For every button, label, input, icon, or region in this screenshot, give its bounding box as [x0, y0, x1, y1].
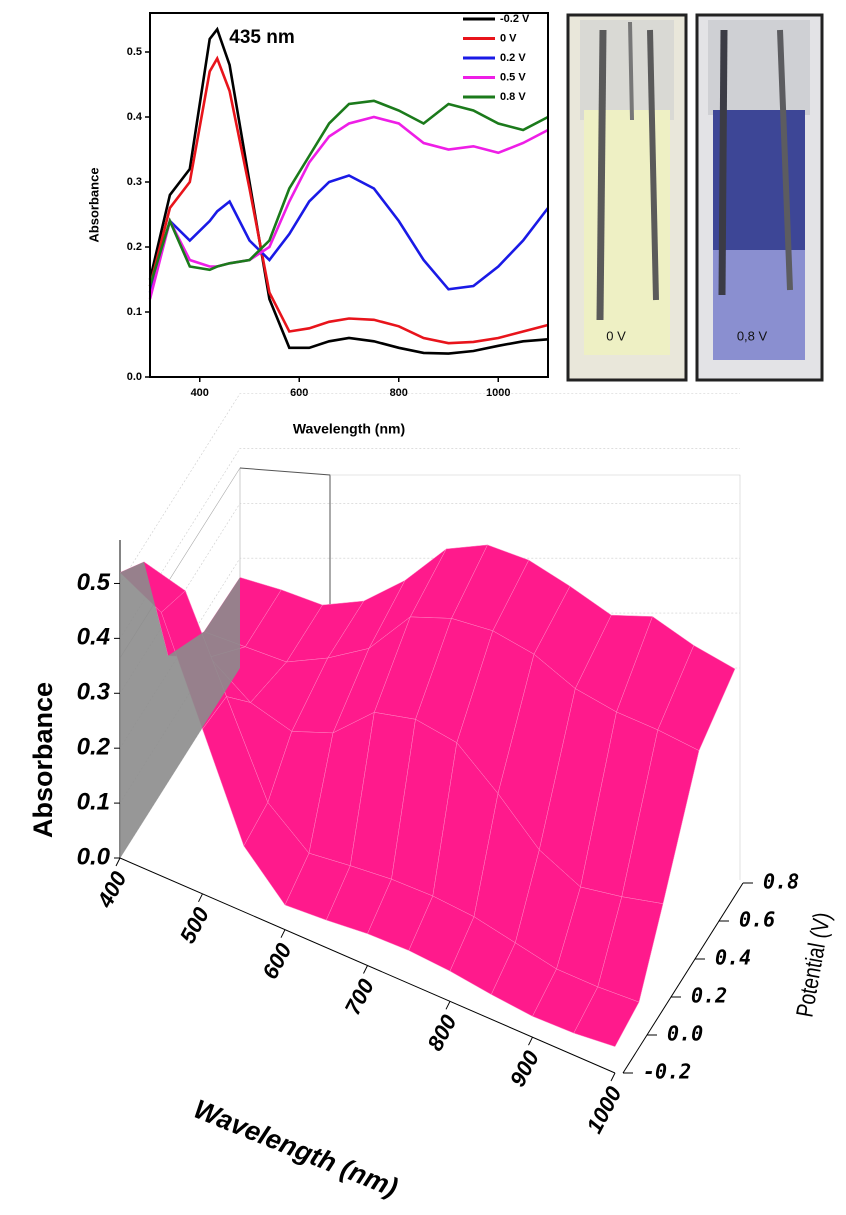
- legend-label: -0.2 V: [500, 13, 530, 25]
- photo-0v: 0 V: [568, 15, 686, 380]
- x-tick: [116, 858, 120, 866]
- x-tick: [199, 894, 203, 902]
- y-axis-title: Absorbance: [86, 167, 101, 242]
- y-axis-title: Potential (V): [790, 910, 836, 1019]
- series-line: [150, 117, 548, 299]
- x-tick: [281, 930, 285, 938]
- x-tick-label: 700: [340, 974, 380, 1019]
- x-tick-label: 800: [390, 387, 408, 399]
- x-tick: [529, 1037, 533, 1045]
- series-line: [150, 101, 548, 286]
- x-tick: [364, 966, 368, 974]
- z-tick-label: 0.1: [77, 788, 110, 815]
- photo-label: 0 V: [606, 328, 626, 343]
- y-tick-label: 0.2: [127, 241, 142, 253]
- z-axis-title: Absorbance: [28, 682, 58, 838]
- figure: 0 V 0,8 V 0.0 0.1 0.2 0.3 0.4 0.5 400 600 800 100…: [0, 0, 846, 1215]
- legend-label: 0 V: [500, 32, 517, 44]
- photo-label: 0,8 V: [737, 328, 768, 343]
- x-axis-title: Wavelength (nm): [189, 1094, 401, 1203]
- x-axis-title: Wavelength (nm): [293, 421, 405, 437]
- x-tick-label: 600: [290, 387, 308, 399]
- y-tick-label: 0.4: [715, 946, 751, 970]
- x-tick: [446, 1001, 450, 1009]
- z-tick-label: 0.2: [77, 734, 111, 761]
- annotation: 435 nm: [229, 27, 294, 48]
- y-tick-label: 0.6: [739, 908, 775, 932]
- x-tick-label: 500: [175, 902, 215, 947]
- legend-label: 0.5 V: [500, 71, 526, 83]
- x-tick-label: 1000: [581, 1082, 626, 1138]
- z-tick-label: 0.3: [77, 679, 111, 706]
- y-tick-label: 0.2: [691, 984, 727, 1008]
- y-tick-label: -0.2: [643, 1060, 691, 1084]
- y-tick-label: 0.5: [127, 46, 142, 58]
- z-tick-label: 0.4: [77, 624, 110, 651]
- grid-line: [120, 394, 740, 584]
- photo-08v: 0,8 V: [697, 15, 822, 380]
- y-tick-label: 0.0: [667, 1022, 703, 1046]
- legend-label: 0.8 V: [500, 91, 526, 103]
- series-line: [150, 176, 548, 293]
- y-tick-label: 0.0: [127, 371, 142, 383]
- x-tick: [611, 1073, 615, 1081]
- x-tick-label: 400: [92, 867, 132, 913]
- z-tick-label: 0.5: [77, 569, 111, 596]
- series-line: [150, 59, 548, 344]
- x-tick-label: 600: [257, 938, 297, 983]
- x-tick-label: 800: [422, 1010, 462, 1055]
- x-tick-label: 400: [191, 387, 209, 399]
- y-tick-label: 0.8: [763, 870, 799, 894]
- y-tick-label: 0.3: [127, 176, 142, 188]
- x-tick-label: 900: [505, 1046, 545, 1091]
- plot-frame: [150, 13, 548, 377]
- z-tick-label: 0.0: [77, 843, 111, 870]
- x-tick-label: 1000: [486, 387, 510, 399]
- y-tick-label: 0.4: [127, 111, 143, 123]
- legend-label: 0.2 V: [500, 52, 526, 64]
- y-tick-label: 0.1: [127, 306, 142, 318]
